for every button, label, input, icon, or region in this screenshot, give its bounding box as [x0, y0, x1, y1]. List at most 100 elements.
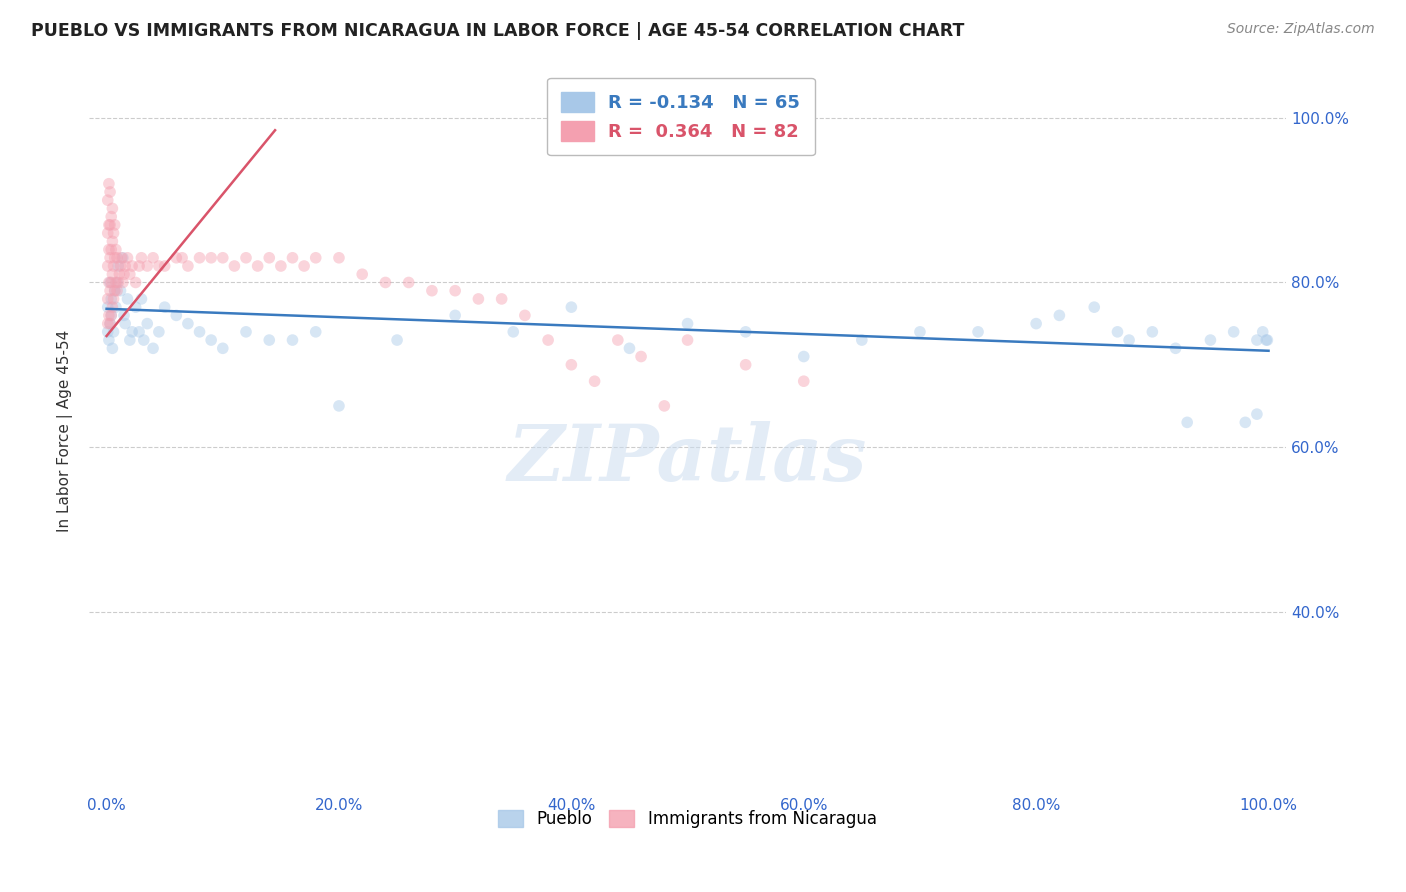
Point	[104, 243, 127, 257]
Point	[270, 259, 292, 273]
Point	[513, 309, 536, 323]
Point	[967, 325, 990, 339]
Point	[165, 251, 187, 265]
Point	[97, 218, 120, 232]
Point	[619, 341, 641, 355]
Point	[128, 325, 150, 339]
Point	[1256, 333, 1278, 347]
Point	[200, 251, 222, 265]
Point	[1083, 300, 1105, 314]
Point	[444, 309, 467, 323]
Point	[101, 202, 124, 216]
Point	[111, 251, 134, 265]
Point	[136, 259, 159, 273]
Point	[100, 309, 122, 323]
Point	[104, 284, 127, 298]
Point	[148, 259, 170, 273]
Point	[98, 317, 121, 331]
Point	[1246, 333, 1268, 347]
Point	[98, 317, 121, 331]
Point	[177, 317, 200, 331]
Point	[328, 399, 350, 413]
Point	[188, 325, 211, 339]
Point	[100, 309, 122, 323]
Point	[98, 218, 121, 232]
Point	[676, 317, 699, 331]
Point	[652, 399, 675, 413]
Point	[98, 185, 121, 199]
Point	[211, 251, 233, 265]
Point	[101, 341, 124, 355]
Point	[305, 325, 328, 339]
Point	[537, 333, 560, 347]
Point	[851, 333, 873, 347]
Point	[103, 325, 125, 339]
Point	[107, 259, 129, 273]
Point	[108, 267, 131, 281]
Point	[583, 374, 606, 388]
Text: Source: ZipAtlas.com: Source: ZipAtlas.com	[1227, 22, 1375, 37]
Point	[165, 309, 187, 323]
Point	[676, 333, 699, 347]
Point	[112, 267, 135, 281]
Point	[104, 300, 127, 314]
Point	[467, 292, 489, 306]
Point	[305, 251, 328, 265]
Point	[97, 243, 120, 257]
Point	[560, 300, 582, 314]
Point	[97, 309, 120, 323]
Point	[1222, 325, 1244, 339]
Point	[153, 259, 176, 273]
Point	[444, 284, 467, 298]
Point	[121, 259, 143, 273]
Point	[352, 267, 374, 281]
Point	[142, 251, 165, 265]
Point	[97, 276, 120, 290]
Point	[211, 341, 233, 355]
Point	[101, 267, 124, 281]
Point	[1251, 325, 1274, 339]
Point	[98, 276, 121, 290]
Point	[100, 210, 122, 224]
Point	[172, 251, 194, 265]
Point	[630, 350, 652, 364]
Point	[1107, 325, 1129, 339]
Point	[128, 259, 150, 273]
Point	[105, 284, 128, 298]
Y-axis label: In Labor Force | Age 45-54: In Labor Force | Age 45-54	[58, 329, 73, 532]
Point	[1199, 333, 1222, 347]
Point	[101, 300, 124, 314]
Point	[103, 226, 125, 240]
Point	[97, 333, 120, 347]
Point	[100, 292, 122, 306]
Point	[131, 251, 153, 265]
Point	[398, 276, 420, 290]
Point	[292, 259, 315, 273]
Point	[560, 358, 582, 372]
Point	[100, 243, 122, 257]
Point	[1234, 415, 1257, 429]
Point	[606, 333, 628, 347]
Point	[118, 333, 141, 347]
Point	[98, 251, 121, 265]
Point	[103, 259, 125, 273]
Point	[235, 251, 257, 265]
Point	[793, 374, 815, 388]
Point	[420, 284, 443, 298]
Point	[118, 267, 141, 281]
Point	[110, 259, 132, 273]
Point	[734, 358, 756, 372]
Point	[136, 317, 159, 331]
Point	[110, 284, 132, 298]
Point	[1256, 333, 1278, 347]
Point	[117, 292, 139, 306]
Point	[908, 325, 931, 339]
Point	[97, 292, 120, 306]
Point	[97, 317, 120, 331]
Point	[105, 276, 128, 290]
Point	[259, 251, 281, 265]
Point	[502, 325, 524, 339]
Point	[385, 333, 408, 347]
Point	[104, 276, 127, 290]
Point	[97, 300, 120, 314]
